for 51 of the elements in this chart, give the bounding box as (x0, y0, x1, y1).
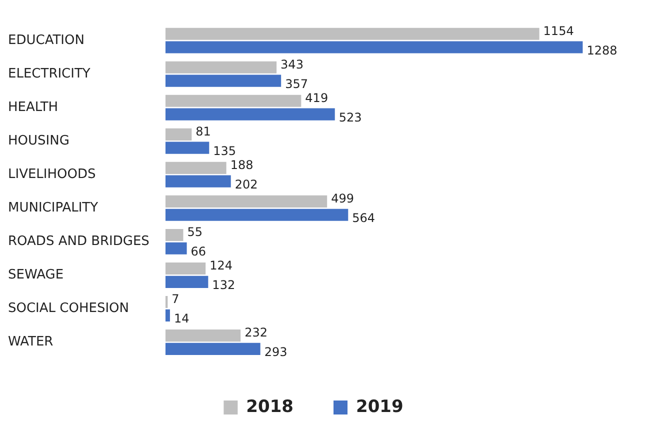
data-label: 419 (305, 91, 328, 106)
y-tick-label: WATER (8, 334, 54, 350)
data-label: 188 (230, 158, 254, 172)
bar (165, 342, 260, 355)
data-label: 232 (244, 326, 268, 340)
data-label: 7 (172, 292, 180, 306)
data-label: 66 (190, 244, 206, 259)
y-tick-label: MUNICIPALITY (8, 200, 98, 216)
data-label: 81 (196, 124, 211, 139)
data-label: 293 (264, 345, 288, 360)
bar (165, 74, 282, 87)
bar (165, 242, 187, 254)
bar (165, 41, 583, 54)
bar (165, 175, 231, 188)
data-label: 55 (187, 225, 203, 240)
legend-label: 2018 (246, 396, 294, 417)
bar (165, 276, 208, 288)
data-label: 1288 (586, 43, 618, 58)
y-tick-label: HEALTH (8, 100, 58, 115)
bar (165, 94, 302, 107)
data-label: 132 (212, 278, 236, 292)
bar (165, 28, 540, 40)
data-label: 1154 (543, 24, 574, 38)
y-tick-label: LIVELIHOODS (8, 167, 96, 182)
data-label: 343 (280, 58, 304, 72)
bar (165, 208, 348, 221)
y-tick-label: HOUSING (8, 133, 70, 148)
bar (165, 128, 192, 140)
bar (165, 262, 206, 275)
y-tick-label: SEWAGE (8, 268, 64, 283)
legend-label: 2019 (356, 396, 404, 417)
data-label: 357 (285, 76, 308, 91)
data-label: 202 (234, 177, 258, 192)
data-label: 499 (331, 192, 354, 206)
y-tick-label: SOCIAL COHESION (8, 301, 130, 316)
data-label: 135 (213, 144, 236, 158)
data-label: 523 (338, 110, 362, 124)
y-tick-label: EDUCATION (8, 32, 84, 48)
data-label: 124 (210, 258, 232, 273)
bar (165, 108, 335, 120)
data-label: 564 (352, 210, 376, 225)
y-tick-label: ROADS AND BRIDGES (8, 234, 150, 250)
bar (165, 309, 170, 322)
bar (165, 142, 210, 154)
bar (165, 195, 328, 208)
y-tick-label: ELECTRICITY (8, 66, 90, 82)
bar (165, 330, 241, 342)
bar (165, 61, 277, 74)
bar (165, 228, 184, 242)
bar (165, 162, 226, 174)
data-label: 14 (174, 312, 190, 326)
